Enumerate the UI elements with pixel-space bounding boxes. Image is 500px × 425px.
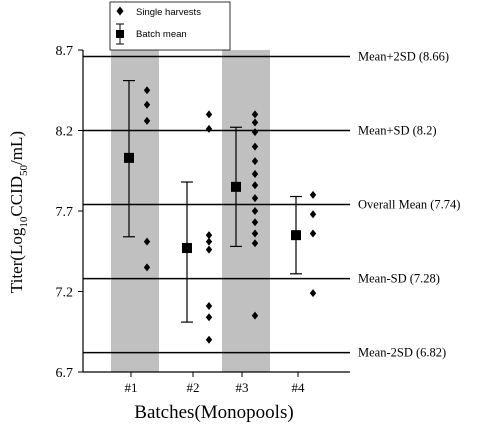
single-harvest-point xyxy=(205,110,213,119)
reference-label-name: Mean+SD xyxy=(358,124,413,138)
single-harvest-point xyxy=(309,289,317,298)
single-harvest-point xyxy=(251,169,259,178)
legend-single-label: Single harvests xyxy=(136,7,201,18)
single-harvest-point xyxy=(251,181,259,190)
x-axis-label-main: Batches xyxy=(134,402,194,423)
single-harvest-point xyxy=(251,110,259,119)
reference-label-name: Overall Mean xyxy=(358,198,430,212)
single-harvest-point xyxy=(143,263,151,272)
single-harvest-point xyxy=(251,229,259,238)
y-axis-label-sub10: 10 xyxy=(18,216,30,228)
reference-label-value: (7.28) xyxy=(410,272,440,286)
single-harvest-points xyxy=(143,86,317,344)
reference-lines xyxy=(83,55,350,354)
single-harvest-point xyxy=(205,335,213,344)
batch-mean-marker-2 xyxy=(182,243,192,254)
single-harvest-point xyxy=(309,210,317,219)
legend-mean-label: Batch mean xyxy=(136,29,187,40)
legend-diamond-icon xyxy=(116,6,124,16)
single-harvest-point xyxy=(143,100,151,109)
batch-mean-marker-3 xyxy=(231,181,241,192)
y-axis-label-unit: /mL) xyxy=(7,131,26,165)
shaded-band-3 xyxy=(222,50,270,372)
y-tick-label-2: 7.2 xyxy=(56,286,74,301)
single-harvest-point xyxy=(251,311,259,320)
legend: Single harvests Batch mean xyxy=(109,1,231,51)
single-harvest-point xyxy=(251,142,259,151)
x-tick-label-4: #4 xyxy=(292,380,306,395)
reference-label-1: Mean+2SD (8.66) xyxy=(358,49,449,63)
reference-label-value: (8.2) xyxy=(413,124,437,138)
single-harvest-point xyxy=(251,207,259,215)
reference-label-name: Mean-2SD xyxy=(358,346,416,360)
single-harvest-point xyxy=(309,229,317,238)
single-harvest-point xyxy=(205,231,213,240)
y-ticks: 6.7 7.2 7.7 8.2 8.7 xyxy=(56,44,83,381)
x-tick-label-3: #3 xyxy=(236,380,249,395)
single-harvest-point xyxy=(143,116,151,125)
shaded-bands xyxy=(111,50,270,372)
batch-mean-marker-1 xyxy=(124,152,134,163)
y-axis-label: Titer(Log10CCID50/mL) xyxy=(7,131,30,293)
x-tick-label-2: #2 xyxy=(187,380,200,395)
reference-label-name: Mean+2SD xyxy=(358,49,419,63)
y-axis-label-log: (Log xyxy=(7,227,26,261)
legend-box xyxy=(109,1,231,51)
single-harvest-point xyxy=(251,218,259,227)
x-tick-label-1: #1 xyxy=(125,380,138,395)
single-harvest-point xyxy=(143,237,151,246)
single-harvest-point xyxy=(251,128,259,137)
x-axis-label: Batches(Monopools) xyxy=(134,402,293,423)
batch-mean-error-bars xyxy=(123,79,302,323)
y-tick-label-1: 6.7 xyxy=(56,366,74,381)
single-harvest-point xyxy=(143,86,151,95)
reference-line-labels: Mean+2SD (8.66) Mean+SD (8.2) Overall Mean… xyxy=(358,49,460,359)
reference-label-name: Mean-SD xyxy=(358,272,410,286)
x-ticks: #1 #2 #3 #4 xyxy=(125,372,306,395)
single-harvest-point xyxy=(251,118,259,127)
y-axis-label-prefix: Titer xyxy=(7,260,26,293)
single-harvest-point xyxy=(205,124,213,133)
single-harvest-point xyxy=(309,190,317,199)
y-tick-label-5: 8.7 xyxy=(56,44,74,59)
reference-label-4: Mean-SD (7.28) xyxy=(358,272,440,286)
reference-label-5: Mean-2SD (6.82) xyxy=(358,346,446,360)
single-harvest-point xyxy=(205,245,213,254)
single-harvest-point xyxy=(251,194,259,203)
y-tick-label-3: 7.7 xyxy=(56,205,74,220)
single-harvest-point xyxy=(205,313,213,322)
single-harvest-point xyxy=(251,239,259,248)
reference-label-value: (6.82) xyxy=(416,346,446,360)
legend-square-icon xyxy=(116,30,124,38)
reference-label-3: Overall Mean (7.74) xyxy=(358,198,460,212)
y-axis-label-ccid: CCID xyxy=(7,176,26,217)
reference-label-value: (8.66) xyxy=(419,49,449,63)
single-harvest-point xyxy=(205,237,213,246)
shaded-band-1 xyxy=(111,50,159,372)
single-harvest-point xyxy=(251,157,259,166)
y-axis-label-sub50: 50 xyxy=(18,164,30,176)
reference-label-2: Mean+SD (8.2) xyxy=(358,124,437,138)
y-tick-label-4: 8.2 xyxy=(56,125,74,140)
batch-mean-marker-4 xyxy=(291,230,301,241)
x-axis-label-suffix: (Monopools) xyxy=(194,402,293,423)
reference-label-value: (7.74) xyxy=(430,198,460,212)
single-harvest-point xyxy=(205,301,213,310)
